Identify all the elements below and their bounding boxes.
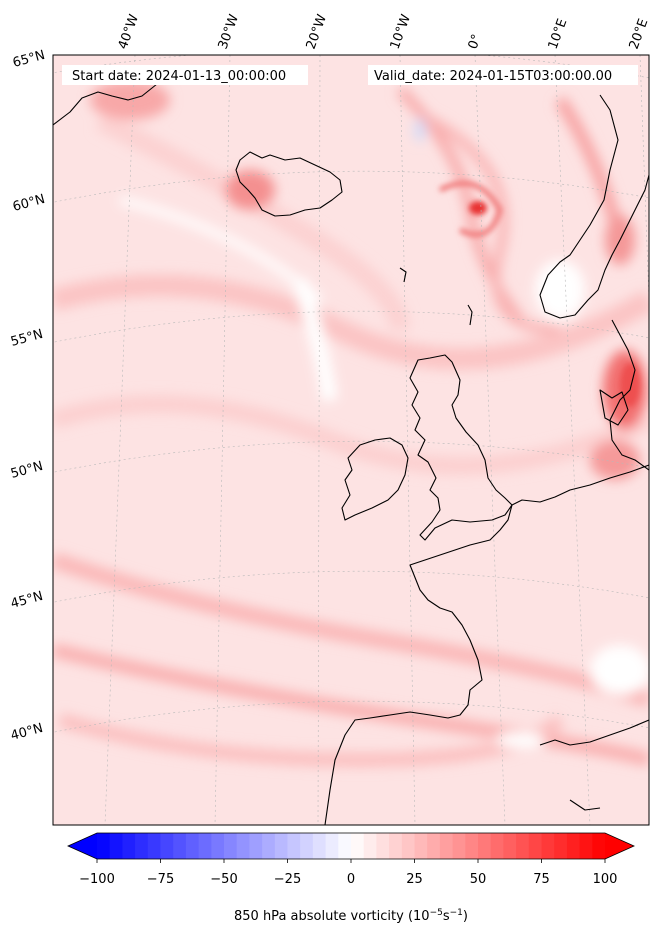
colorbar-cell: [376, 833, 390, 859]
colorbar-cell: [465, 833, 479, 859]
colorbar-cell: [503, 833, 517, 859]
colorbar-cell: [211, 833, 225, 859]
colorbar-cell: [109, 833, 123, 859]
lat-label-45n: 45°N: [9, 589, 45, 612]
colorbar-cell: [414, 833, 428, 859]
colorbar-cell: [185, 833, 200, 859]
colorbar-cell: [516, 833, 530, 859]
header-info: Start date: 2024-01-13_00:00:00 Valid_da…: [62, 65, 638, 85]
colorbar-cell: [554, 833, 568, 859]
colorbar-tick-label: 0: [347, 872, 355, 887]
map-frame: [52, 54, 650, 826]
colorbar-cell: [389, 833, 403, 859]
colorbar-gradient: [97, 833, 606, 859]
lon-label-30w: 30°W: [216, 12, 242, 51]
lon-label-10w: 10°W: [388, 12, 414, 51]
colorbar-extend-min: [68, 833, 97, 859]
colorbar-cell: [262, 833, 276, 859]
lon-label-40w: 40°W: [116, 12, 142, 51]
colorbar-cell: [541, 833, 555, 859]
lon-label-20e: 20°E: [627, 17, 652, 52]
colorbar-cell: [401, 833, 416, 859]
colorbar-tick-label: 50: [470, 872, 487, 887]
colorbar-tick-label: −75: [147, 872, 174, 887]
latitude-labels: 65°N 60°N 55°N 50°N 45°N 40°N: [9, 48, 47, 744]
colorbar-tick-label: 75: [533, 872, 550, 887]
lon-label-10e: 10°E: [546, 17, 571, 52]
colorbar-tick-label: 25: [406, 872, 423, 887]
colorbar-cell: [325, 833, 339, 859]
colorbar-cell: [427, 833, 441, 859]
graticule: [53, 55, 649, 825]
colorbar-cell: [592, 833, 606, 859]
colorbar-cell: [160, 833, 174, 859]
colorbar-cell: [566, 833, 581, 859]
vorticity-core: [438, 180, 640, 407]
ireland-coast: [341, 437, 409, 521]
colorbar-cell: [135, 833, 149, 859]
colorbar-cell: [300, 833, 314, 859]
colorbar-cell: [236, 833, 250, 859]
lat-label-65n: 65°N: [11, 48, 47, 71]
colorbar-extend-max: [605, 833, 634, 859]
great-britain-coast: [409, 354, 513, 541]
colorbar-cell: [338, 833, 352, 859]
lon-label-0: 0°: [466, 32, 485, 51]
colorbar-cell: [452, 833, 466, 859]
colorbar-cell: [173, 833, 187, 859]
colorbar-cell: [363, 833, 377, 859]
colorbar-cell: [312, 833, 327, 859]
colorbar-cell: [97, 833, 111, 859]
colorbar-cell: [249, 833, 263, 859]
colorbar-cell: [439, 833, 454, 859]
colorbar-cell: [528, 833, 543, 859]
colorbar-tick-label: 100: [593, 872, 618, 887]
lat-label-60n: 60°N: [11, 192, 47, 215]
longitude-labels: 40°W 30°W 20°W 10°W 0° 10°E 20°E: [116, 12, 652, 51]
start-date-text: Start date: 2024-01-13_00:00:00: [72, 69, 286, 84]
colorbar-tick-label: −50: [210, 872, 237, 887]
colorbar-cell: [147, 833, 162, 859]
colorbar-cell: [579, 833, 593, 859]
colorbar-cell: [224, 833, 238, 859]
colorbar-tick-label: −100: [79, 872, 115, 887]
iceland-coast: [235, 151, 343, 217]
europe-coast: [324, 464, 649, 825]
coastlines: [53, 71, 649, 825]
colorbar-cell: [198, 833, 212, 859]
colorbar-ticks: −100 −75 −50 −25 0 25 50 75 100: [79, 859, 617, 887]
scandinavia-coast: [539, 94, 649, 319]
colorbar-cell: [287, 833, 301, 859]
valid-date-text: Valid_date: 2024-01-15T03:00:00.00: [374, 69, 612, 84]
colorbar-label: 850 hPa absolute vorticity (10−5s−1): [234, 908, 468, 924]
colorbar-tick-label: −25: [274, 872, 301, 887]
lat-label-55n: 55°N: [9, 327, 45, 350]
lon-label-20w: 20°W: [304, 12, 330, 51]
colorbar: −100 −75 −50 −25 0 25 50 75 100 850 hPa absolute…: [67, 832, 635, 924]
colorbar-cell: [351, 833, 365, 859]
colorbar-cell: [274, 833, 289, 859]
vorticity-map: Start date: 2024-01-13_00:00:00 Valid_da…: [52, 54, 650, 826]
lat-label-40n: 40°N: [9, 721, 45, 744]
colorbar-cell: [122, 833, 136, 859]
lat-label-50n: 50°N: [9, 459, 45, 482]
colorbar-cell: [490, 833, 504, 859]
colorbar-cell: [478, 833, 492, 859]
